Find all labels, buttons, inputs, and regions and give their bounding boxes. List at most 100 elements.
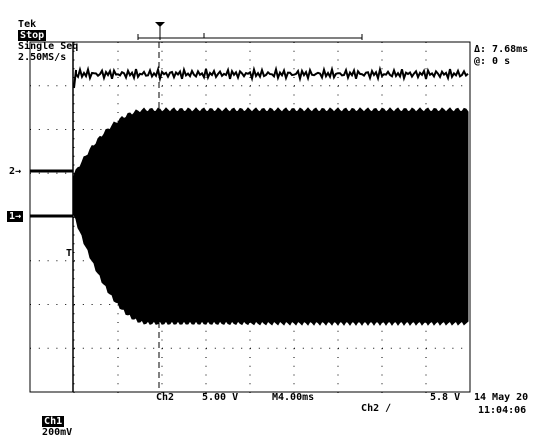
- grid-dot: [117, 330, 119, 332]
- grid-dot: [425, 42, 427, 43]
- grid-dot: [47, 260, 49, 262]
- grid-dot: [117, 50, 119, 52]
- grid-dot: [276, 347, 278, 349]
- grid-dot: [320, 347, 322, 349]
- grid-dot: [188, 85, 190, 87]
- grid-dot: [38, 347, 40, 349]
- grid-dot: [65, 85, 67, 87]
- grid-dot: [82, 347, 84, 349]
- grid-dot: [82, 85, 84, 87]
- grid-dot: [118, 347, 119, 349]
- grid-dot: [294, 347, 295, 349]
- grid-dot: [205, 59, 207, 61]
- grid-dot: [294, 85, 295, 87]
- grid-dot: [285, 347, 287, 349]
- grid-dot: [91, 129, 93, 130]
- grid-dot: [82, 260, 84, 262]
- grid-dot: [205, 50, 207, 52]
- grid-dot: [73, 94, 75, 96]
- grid-dot: [249, 339, 251, 341]
- trigger-source: Ch2 ∕: [361, 403, 392, 414]
- grid-dot: [381, 374, 383, 376]
- grid-dot: [249, 330, 251, 332]
- grid-dot: [179, 85, 181, 87]
- grid-dot: [293, 330, 295, 332]
- grid-dot: [73, 164, 75, 166]
- grid-dot: [293, 59, 295, 61]
- grid-dot: [390, 347, 392, 349]
- ch1-scale: 200mV: [42, 427, 73, 438]
- grid-dot: [74, 347, 75, 349]
- ch2-ground-marker: 2→: [9, 166, 22, 177]
- grid-dot: [346, 85, 348, 87]
- grid-dot: [205, 392, 207, 393]
- grid-dot: [258, 347, 260, 349]
- grid-dot: [205, 68, 207, 70]
- grid-dot: [117, 313, 119, 315]
- grid-dot: [161, 392, 163, 393]
- brand-text: Tek: [18, 19, 37, 30]
- grid-dot: [425, 330, 427, 332]
- grid-dot: [223, 85, 225, 87]
- grid-dot: [74, 304, 75, 305]
- grid-dot: [337, 339, 339, 341]
- grid-dot: [30, 304, 31, 305]
- grid-dot: [91, 304, 93, 305]
- grid-dot: [205, 94, 207, 96]
- grid-dot: [285, 85, 287, 87]
- date-label: 14 May 20: [474, 392, 529, 403]
- grid-dot: [337, 374, 339, 376]
- grid-dot: [74, 129, 75, 130]
- grid-dot: [135, 85, 137, 87]
- grid-dot: [162, 85, 163, 87]
- grid-dot: [161, 330, 163, 332]
- grid-dot: [214, 85, 216, 87]
- grid-dot: [82, 129, 84, 130]
- grid-dot: [249, 357, 251, 358]
- grid-dot: [223, 347, 225, 349]
- scope-display: [29, 22, 471, 393]
- grid-dot: [258, 85, 260, 87]
- grid-dot: [38, 304, 40, 305]
- grid-dot: [73, 103, 75, 105]
- grid-dot: [337, 68, 339, 70]
- grid-dot: [390, 85, 392, 87]
- grid-dot: [73, 42, 75, 43]
- grid-dot: [117, 42, 119, 43]
- grid-dot: [30, 260, 31, 262]
- grid-dot: [425, 50, 427, 52]
- grid-dot: [214, 347, 216, 349]
- grid-dot: [337, 103, 339, 105]
- grid-dot: [91, 347, 93, 349]
- grid-dot: [47, 129, 49, 130]
- grid-dot: [118, 85, 119, 87]
- grid-dot: [425, 365, 427, 367]
- grid-dot: [425, 322, 427, 323]
- time-label: 11:04:06: [478, 405, 527, 416]
- grid-dot: [381, 77, 383, 78]
- grid-dot: [425, 374, 427, 376]
- grid-dot: [329, 85, 331, 87]
- brand-label: Tek Stop Single Seq 2.50MS/s: [6, 8, 78, 63]
- grid-dot: [100, 304, 102, 305]
- trigger-position-arrow: [155, 22, 165, 27]
- grid-dot: [381, 59, 383, 61]
- grid-dot: [399, 347, 401, 349]
- grid-dot: [117, 120, 119, 122]
- grid-dot: [65, 347, 67, 349]
- grid-dot: [38, 85, 40, 87]
- grid-dot: [161, 103, 163, 105]
- grid-dot: [381, 357, 383, 358]
- grid-dot: [381, 42, 383, 43]
- grid-dot: [373, 85, 375, 87]
- grid-dot: [73, 287, 75, 288]
- grid-dot: [293, 50, 295, 52]
- run-state-badge: Stop: [18, 30, 47, 41]
- grid-dot: [56, 85, 58, 87]
- grid-dot: [337, 42, 339, 43]
- grid-dot: [293, 392, 295, 393]
- grid-dot: [249, 322, 251, 323]
- grid-dot: [249, 59, 251, 61]
- grid-dot: [337, 392, 339, 393]
- grid-dot: [73, 252, 75, 253]
